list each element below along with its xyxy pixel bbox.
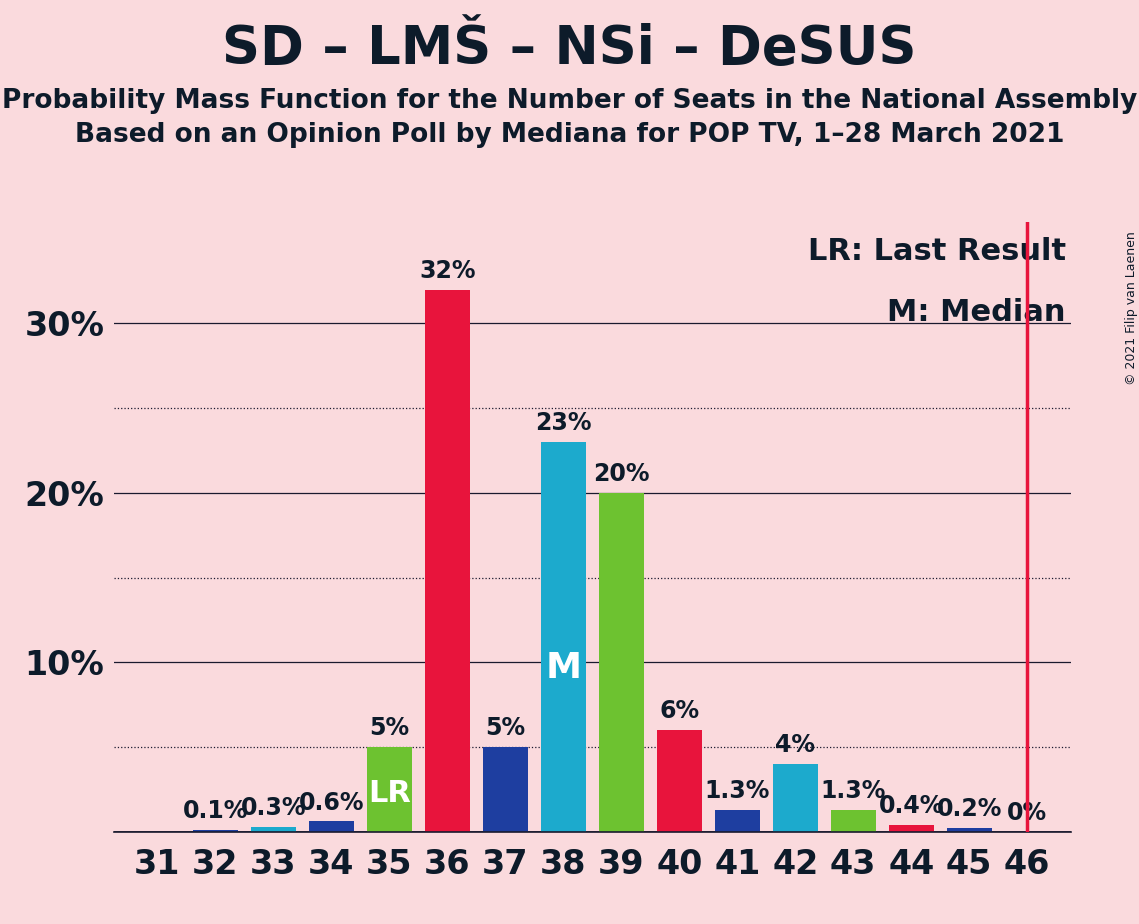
- Text: Probability Mass Function for the Number of Seats in the National Assembly: Probability Mass Function for the Number…: [2, 88, 1137, 114]
- Text: 0.1%: 0.1%: [182, 799, 248, 823]
- Bar: [367, 747, 412, 832]
- Bar: [541, 442, 585, 832]
- Bar: [483, 747, 527, 832]
- Text: SD – LMŠ – NSi – DeSUS: SD – LMŠ – NSi – DeSUS: [222, 23, 917, 75]
- Text: 0.3%: 0.3%: [240, 796, 306, 820]
- Bar: [192, 830, 238, 832]
- Bar: [830, 809, 876, 832]
- Text: 20%: 20%: [593, 462, 649, 486]
- Text: LR: LR: [368, 779, 411, 808]
- Text: 0.2%: 0.2%: [936, 797, 1002, 821]
- Text: 0%: 0%: [1007, 801, 1047, 825]
- Bar: [947, 828, 992, 832]
- Bar: [714, 809, 760, 832]
- Text: 5%: 5%: [369, 716, 409, 740]
- Text: Based on an Opinion Poll by Mediana for POP TV, 1–28 March 2021: Based on an Opinion Poll by Mediana for …: [75, 122, 1064, 148]
- Bar: [657, 730, 702, 832]
- Text: 5%: 5%: [485, 716, 525, 740]
- Text: 1.3%: 1.3%: [820, 779, 886, 803]
- Text: 0.6%: 0.6%: [298, 791, 364, 815]
- Text: 23%: 23%: [535, 411, 591, 435]
- Text: 0.4%: 0.4%: [878, 794, 944, 818]
- Text: © 2021 Filip van Laenen: © 2021 Filip van Laenen: [1124, 231, 1138, 384]
- Bar: [309, 821, 354, 832]
- Bar: [251, 826, 296, 832]
- Bar: [772, 764, 818, 832]
- Text: LR: Last Result: LR: Last Result: [808, 237, 1066, 266]
- Text: M: M: [546, 651, 581, 685]
- Bar: [599, 492, 644, 832]
- Text: M: Median: M: Median: [887, 298, 1066, 327]
- Text: 6%: 6%: [659, 699, 699, 723]
- Bar: [888, 825, 934, 832]
- Text: 32%: 32%: [419, 259, 476, 283]
- Text: 1.3%: 1.3%: [705, 779, 770, 803]
- Bar: [425, 289, 470, 832]
- Text: 4%: 4%: [776, 733, 816, 757]
